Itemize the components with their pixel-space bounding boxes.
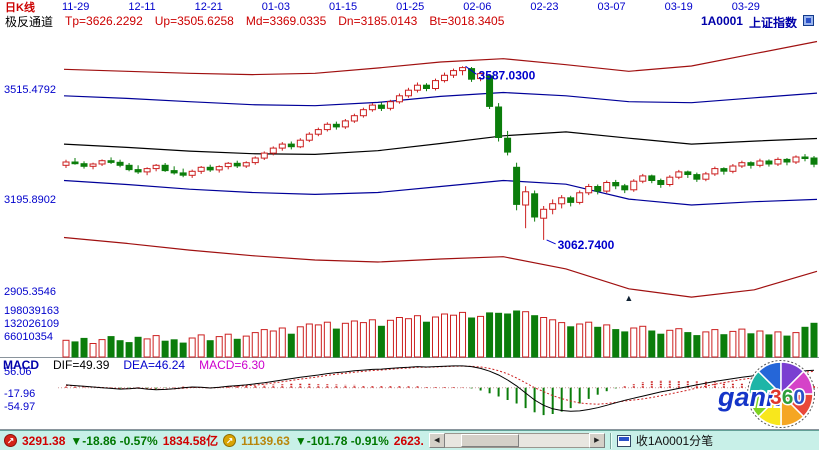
- status-separator: [609, 432, 612, 449]
- window-icon[interactable]: [803, 15, 814, 26]
- indicator-value-bt: Bt=3018.3405: [429, 14, 505, 28]
- down-triangle-icon: ▼: [70, 433, 83, 448]
- svg-text:▲: ▲: [624, 293, 633, 303]
- date-tick: 12-21: [194, 1, 223, 13]
- symbol-label: 1A0001 上证指数: [701, 14, 797, 31]
- indicator-value-dn: Dn=3185.0143: [338, 14, 418, 28]
- volume-tick: 198039163: [4, 305, 60, 317]
- macd-value: MACD=6.30: [199, 358, 265, 372]
- scroll-left-button[interactable]: ◀: [428, 433, 445, 448]
- date-axis: 11-29 12-11 12-21 01-03 01-15 01-25 02-0…: [62, 1, 760, 13]
- price-tick: 3515.4792: [4, 84, 56, 96]
- symbol-name: 上证指数: [748, 16, 797, 30]
- symbol-code: 1A0001: [700, 14, 743, 28]
- scroll-right-button[interactable]: ▶: [588, 433, 605, 448]
- svg-text:360: 360: [770, 386, 805, 409]
- macd-tick: 56.06: [4, 366, 32, 378]
- price-tick: 2905.3546: [4, 286, 56, 298]
- indicator-value-tp: Tp=3626.2292: [65, 14, 143, 28]
- date-tick: 01-03: [261, 1, 290, 13]
- chart-period-label: 日K线: [5, 2, 35, 14]
- top-axis-row: 日K线 11-29 12-11 12-21 01-03 01-15 01-25 …: [0, 0, 819, 14]
- price-tick: 3195.8902: [4, 194, 56, 206]
- date-tick: 01-15: [328, 1, 358, 13]
- date-tick: 02-23: [530, 1, 559, 13]
- indicator-value-up: Up=3505.6258: [154, 14, 234, 28]
- date-tick: 11-29: [62, 1, 90, 13]
- macd-tick: -17.96: [4, 388, 36, 400]
- sz-index-change: ▼-101.78 -0.91%: [294, 433, 389, 448]
- volume-tick: 66010354: [4, 331, 53, 343]
- date-tick: 03-29: [731, 1, 760, 13]
- sz-index-turnover: 2623.: [393, 433, 424, 448]
- macd-chart[interactable]: [0, 358, 819, 430]
- sh-index-turnover: 1834.58亿: [162, 434, 219, 448]
- scrollbar-thumb[interactable]: [460, 434, 519, 447]
- sh-index-change: ▼-18.86 -0.57%: [70, 433, 158, 448]
- sz-index-icon[interactable]: ↗: [223, 434, 237, 447]
- date-tick: 03-07: [597, 1, 626, 13]
- dea-value: DEA=46.24: [123, 358, 186, 372]
- indicator-row: 极反通道 Tp=3626.2292 Up=3505.6258 Md=3369.0…: [0, 14, 819, 31]
- sz-index-price: 11139.63: [241, 433, 290, 448]
- date-tick: 12-11: [128, 1, 156, 13]
- macd-panel: MACD DIF=49.39 DEA=46.24 MACD=6.30 56.06…: [0, 358, 819, 430]
- macd-tick: -54.97: [4, 401, 36, 413]
- candlestick-chart[interactable]: 3587.0300 3062.7400 ▲: [0, 28, 819, 358]
- indicator-value-md: Md=3369.0335: [245, 14, 327, 28]
- gann360-logo: gann 360: [717, 359, 817, 429]
- sh-index-price: 3291.38: [22, 433, 66, 448]
- macd-header: MACD DIF=49.39 DEA=46.24 MACD=6.30: [3, 358, 265, 372]
- status-bar: ↗ 3291.38 ▼-18.86 -0.57% 1834.58亿 ↗ 1113…: [0, 430, 819, 450]
- date-tick: 03-19: [664, 1, 693, 13]
- volume-tick: 132026109: [4, 318, 60, 330]
- svg-text:3587.0300: 3587.0300: [479, 68, 536, 82]
- dif-value: DIF=49.39: [53, 358, 110, 372]
- down-triangle-icon: ▼: [294, 433, 307, 448]
- scrollbar-track[interactable]: [444, 433, 589, 448]
- svg-text:3062.7400: 3062.7400: [558, 238, 615, 252]
- quote-panel-icon[interactable]: [616, 434, 631, 447]
- macd-label: MACD: [3, 358, 39, 372]
- indicator-name: 极反通道: [5, 14, 54, 29]
- svg-text:gann: gann: [717, 382, 783, 412]
- date-tick: 01-25: [396, 1, 425, 13]
- sh-index-icon[interactable]: ↗: [4, 434, 17, 447]
- date-tick: 02-06: [463, 1, 492, 13]
- tick-panel-toggle[interactable]: 收1A0001分笔: [635, 434, 714, 448]
- gann360-pinwheel-icon: gann 360: [717, 360, 815, 428]
- main-chart-panel: 3587.0300 3062.7400 ▲ 3515.4792 3195.8902 …: [0, 28, 819, 358]
- horizontal-scrollbar[interactable]: ◀ ▶: [428, 433, 605, 448]
